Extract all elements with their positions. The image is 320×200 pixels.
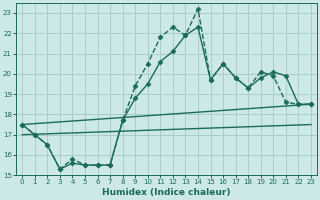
X-axis label: Humidex (Indice chaleur): Humidex (Indice chaleur) — [102, 188, 231, 197]
